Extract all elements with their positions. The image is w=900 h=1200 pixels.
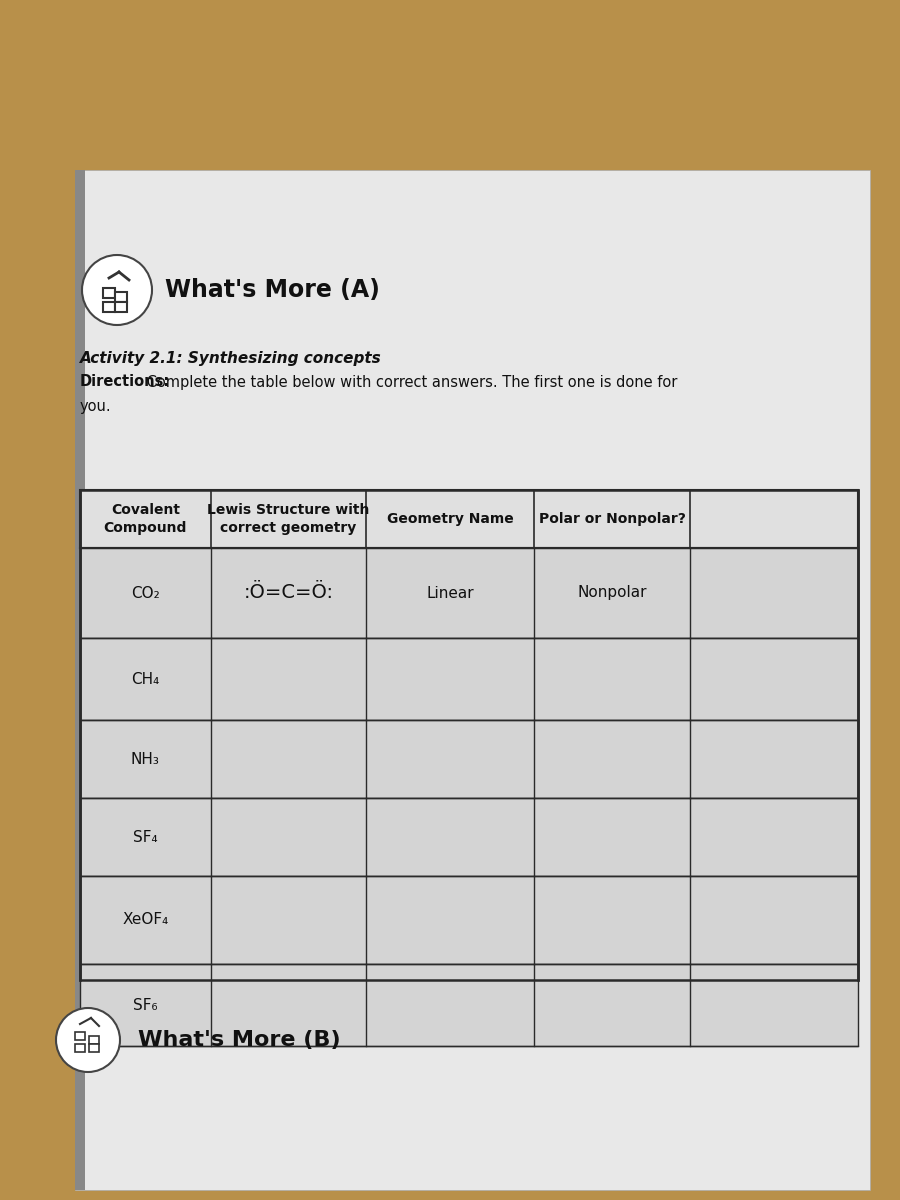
Text: Lewis Structure with
correct geometry: Lewis Structure with correct geometry [207,503,370,535]
Bar [103,302,115,312]
Bar [103,288,115,298]
Text: Activity 2.1: Synthesizing concepts: Activity 2.1: Synthesizing concepts [80,350,382,366]
Text: Complete the table below with correct answers. The first one is done for: Complete the table below with correct an… [142,374,678,390]
Circle shape [56,1008,120,1072]
Text: Linear: Linear [427,586,474,600]
Text: SF₄: SF₄ [133,829,158,845]
Bar [115,292,127,302]
Bar [80,490,858,980]
Text: Covalent
Compound: Covalent Compound [104,503,187,535]
Bar [80,548,858,638]
Text: Geometry Name: Geometry Name [387,512,514,526]
Bar [80,876,858,964]
Text: CH₄: CH₄ [131,672,159,686]
Bar [80,964,858,1046]
Text: XeOF₄: XeOF₄ [122,912,168,928]
Bar [75,170,870,1190]
Circle shape [82,254,152,325]
Bar [80,490,858,548]
Text: NH₃: NH₃ [130,751,160,767]
Bar [80,798,858,876]
Bar [115,302,127,312]
Text: CO₂: CO₂ [131,586,159,600]
Bar [80,720,858,798]
Text: Directions:: Directions: [80,374,170,390]
Bar [75,170,85,1190]
Bar [75,1044,85,1052]
Text: :Ö=C=Ö:: :Ö=C=Ö: [244,583,334,602]
Bar [89,1044,99,1052]
Text: Nonpolar: Nonpolar [578,586,647,600]
Text: SF₆: SF₆ [133,997,158,1013]
Bar [75,1032,85,1040]
Text: Polar or Nonpolar?: Polar or Nonpolar? [539,512,686,526]
Text: What's More (A): What's More (A) [165,278,380,302]
Text: you.: you. [80,398,112,414]
Bar [80,638,858,720]
Text: What's More (B): What's More (B) [138,1030,340,1050]
Bar [89,1036,99,1044]
